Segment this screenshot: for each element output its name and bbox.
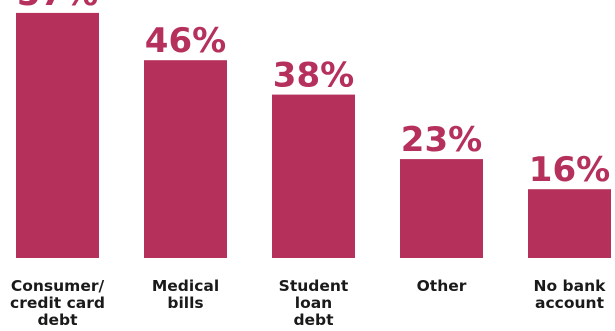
category-label-1: Medical bills	[152, 277, 219, 312]
category-label-line: Medical	[152, 277, 219, 295]
bar-1	[144, 60, 227, 259]
bar-0	[16, 12, 99, 259]
category-label-line: Other	[417, 277, 467, 295]
category-label-line: credit card	[10, 294, 105, 312]
value-label-2: 38%	[273, 56, 354, 96]
category-label-0: Consumer/credit card debt	[10, 277, 105, 329]
category-label-4: No bank account	[534, 277, 607, 312]
category-label-line: bills	[167, 294, 203, 312]
category-label-line: Consumer/	[11, 277, 105, 295]
category-label-line: No bank	[534, 277, 607, 295]
category-label-line: loan	[295, 294, 332, 312]
bar-2	[272, 94, 355, 258]
category-label-3: Other	[417, 277, 467, 295]
value-label-1: 46%	[145, 21, 226, 61]
category-label-line: account	[535, 294, 605, 312]
value-label-3: 23%	[401, 120, 482, 160]
value-label-0: 57%	[17, 0, 98, 14]
value-label-4: 16%	[529, 150, 610, 190]
bar-4	[528, 189, 611, 258]
category-label-2: Student loan debt	[279, 277, 349, 329]
bar-3	[400, 159, 483, 258]
category-label-line: debt	[37, 311, 78, 329]
category-label-line: debt	[293, 311, 334, 329]
category-label-line: Student	[279, 277, 349, 295]
